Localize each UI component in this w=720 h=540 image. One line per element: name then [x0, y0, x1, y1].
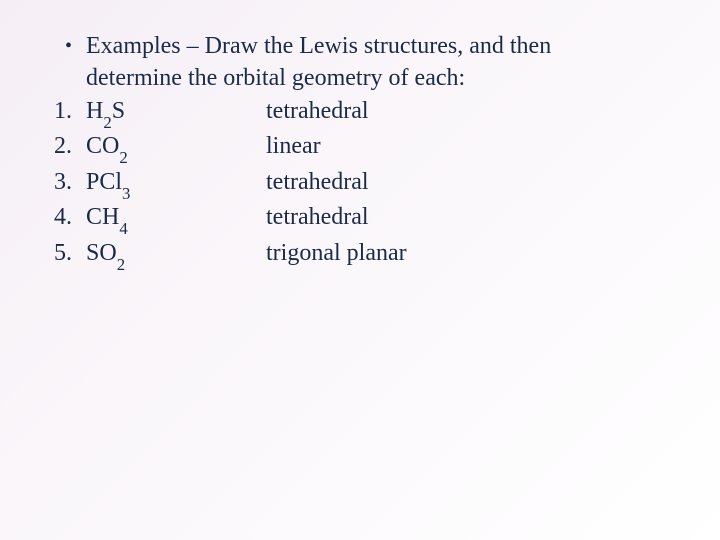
- orbital-geometry: tetrahedral: [266, 95, 680, 130]
- intro-row: • Examples – Draw the Lewis structures, …: [40, 30, 680, 95]
- slide-content: • Examples – Draw the Lewis structures, …: [40, 30, 680, 272]
- formula-base: PCl: [86, 169, 122, 195]
- formula-base: SO: [86, 240, 117, 266]
- list-item: 5. SO2 trigonal planar: [40, 237, 680, 272]
- intro-line-1: Examples – Draw the Lewis structures, an…: [86, 33, 551, 59]
- formula-suffix: S: [112, 98, 125, 124]
- formula-base: CO: [86, 133, 119, 159]
- formula-subscript: 2: [119, 148, 127, 167]
- orbital-geometry: trigonal planar: [266, 237, 680, 272]
- orbital-geometry: tetrahedral: [266, 201, 680, 236]
- list-item: 4. CH4 tetrahedral: [40, 201, 680, 236]
- formula-subscript: 3: [122, 184, 130, 203]
- item-marker: 3.: [40, 166, 86, 198]
- chemical-formula: CH4: [86, 201, 266, 236]
- formula-subscript: 2: [103, 113, 111, 132]
- intro-text: Examples – Draw the Lewis structures, an…: [86, 30, 680, 95]
- item-marker: 5.: [40, 237, 86, 269]
- chemical-formula: PCl3: [86, 166, 266, 201]
- orbital-geometry: tetrahedral: [266, 166, 680, 201]
- chemical-formula: CO2: [86, 130, 266, 165]
- item-marker: 4.: [40, 201, 86, 233]
- chemical-formula: SO2: [86, 237, 266, 272]
- formula-subscript: 2: [117, 255, 125, 274]
- intro-line-2: determine the orbital geometry of each:: [86, 65, 465, 91]
- orbital-geometry: linear: [266, 130, 680, 165]
- item-marker: 1.: [40, 95, 86, 127]
- item-marker: 2.: [40, 130, 86, 162]
- formula-base: H: [86, 98, 103, 124]
- bullet-icon: •: [40, 30, 86, 62]
- chemical-formula: H2S: [86, 95, 266, 130]
- formula-subscript: 4: [119, 219, 127, 238]
- formula-base: CH: [86, 204, 119, 230]
- list-item: 3. PCl3 tetrahedral: [40, 166, 680, 201]
- list-item: 2. CO2 linear: [40, 130, 680, 165]
- list-item: 1. H2S tetrahedral: [40, 95, 680, 130]
